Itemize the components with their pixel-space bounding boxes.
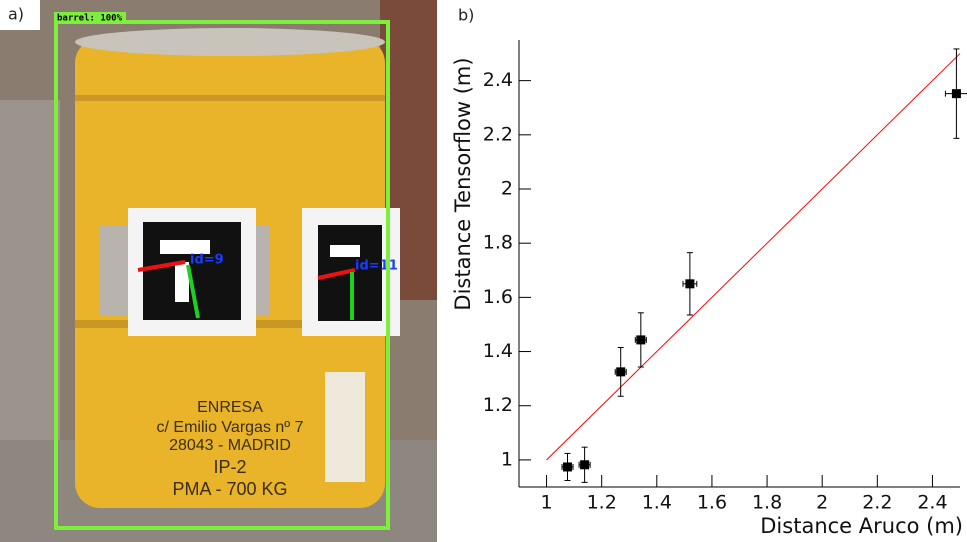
x-tick-label: 2.2 — [862, 492, 892, 514]
y-axis-label: Distance Tensorflow (m) — [451, 57, 475, 310]
x-tick-label: 2.4 — [917, 492, 947, 514]
point — [563, 462, 572, 471]
chart-bg — [437, 0, 967, 542]
y-tick-label: 2 — [501, 178, 513, 200]
drum-text: c/ Emilio Vargas nº 7 — [157, 419, 304, 436]
y-tick-label: 1.2 — [483, 394, 513, 416]
x-tick-label: 1.2 — [587, 492, 617, 514]
marker-id: id=11 — [355, 259, 398, 274]
panel-label: a) — [8, 5, 24, 24]
y-tick-label: 1.8 — [483, 232, 513, 254]
x-tick-label: 1.6 — [697, 492, 727, 514]
y-tick-label: 1.4 — [483, 340, 513, 362]
x-tick-label: 2 — [816, 492, 828, 514]
detection-label: barrel: 100% — [57, 14, 123, 24]
point — [685, 279, 694, 288]
drum-text: IP-2 — [213, 457, 246, 477]
photo: id=9 id=11 ENRESA c/ Emilio Vargas nº 7 … — [0, 0, 437, 542]
drum-text: ENRESA — [197, 399, 263, 416]
marker-id: id=9 — [190, 253, 224, 268]
drum-rib — [75, 95, 385, 101]
x-tick-label: 1.4 — [642, 492, 672, 514]
x-tick-label: 1.8 — [752, 492, 782, 514]
point — [580, 460, 589, 469]
point — [952, 89, 961, 98]
x-tick-label: 1 — [541, 492, 553, 514]
drum-text: 28043 - MADRID — [169, 437, 291, 454]
point — [636, 335, 645, 344]
point — [616, 367, 625, 376]
figure: id=9 id=11 ENRESA c/ Emilio Vargas nº 7 … — [0, 0, 967, 542]
y-tick-label: 2.2 — [483, 123, 513, 145]
y-tick-label: 1.6 — [483, 286, 513, 308]
panel-label: b) — [458, 6, 474, 25]
y-tick-label: 2.4 — [483, 69, 513, 91]
y-tick-label: 1 — [501, 448, 513, 470]
marker-cell — [330, 245, 360, 257]
drum-lid — [75, 28, 385, 56]
marker-pattern — [143, 222, 241, 320]
drum-text: PMA - 700 KG — [172, 479, 287, 499]
x-axis-label: Distance Aruco (m) — [760, 514, 963, 538]
label-sticker — [325, 372, 365, 482]
